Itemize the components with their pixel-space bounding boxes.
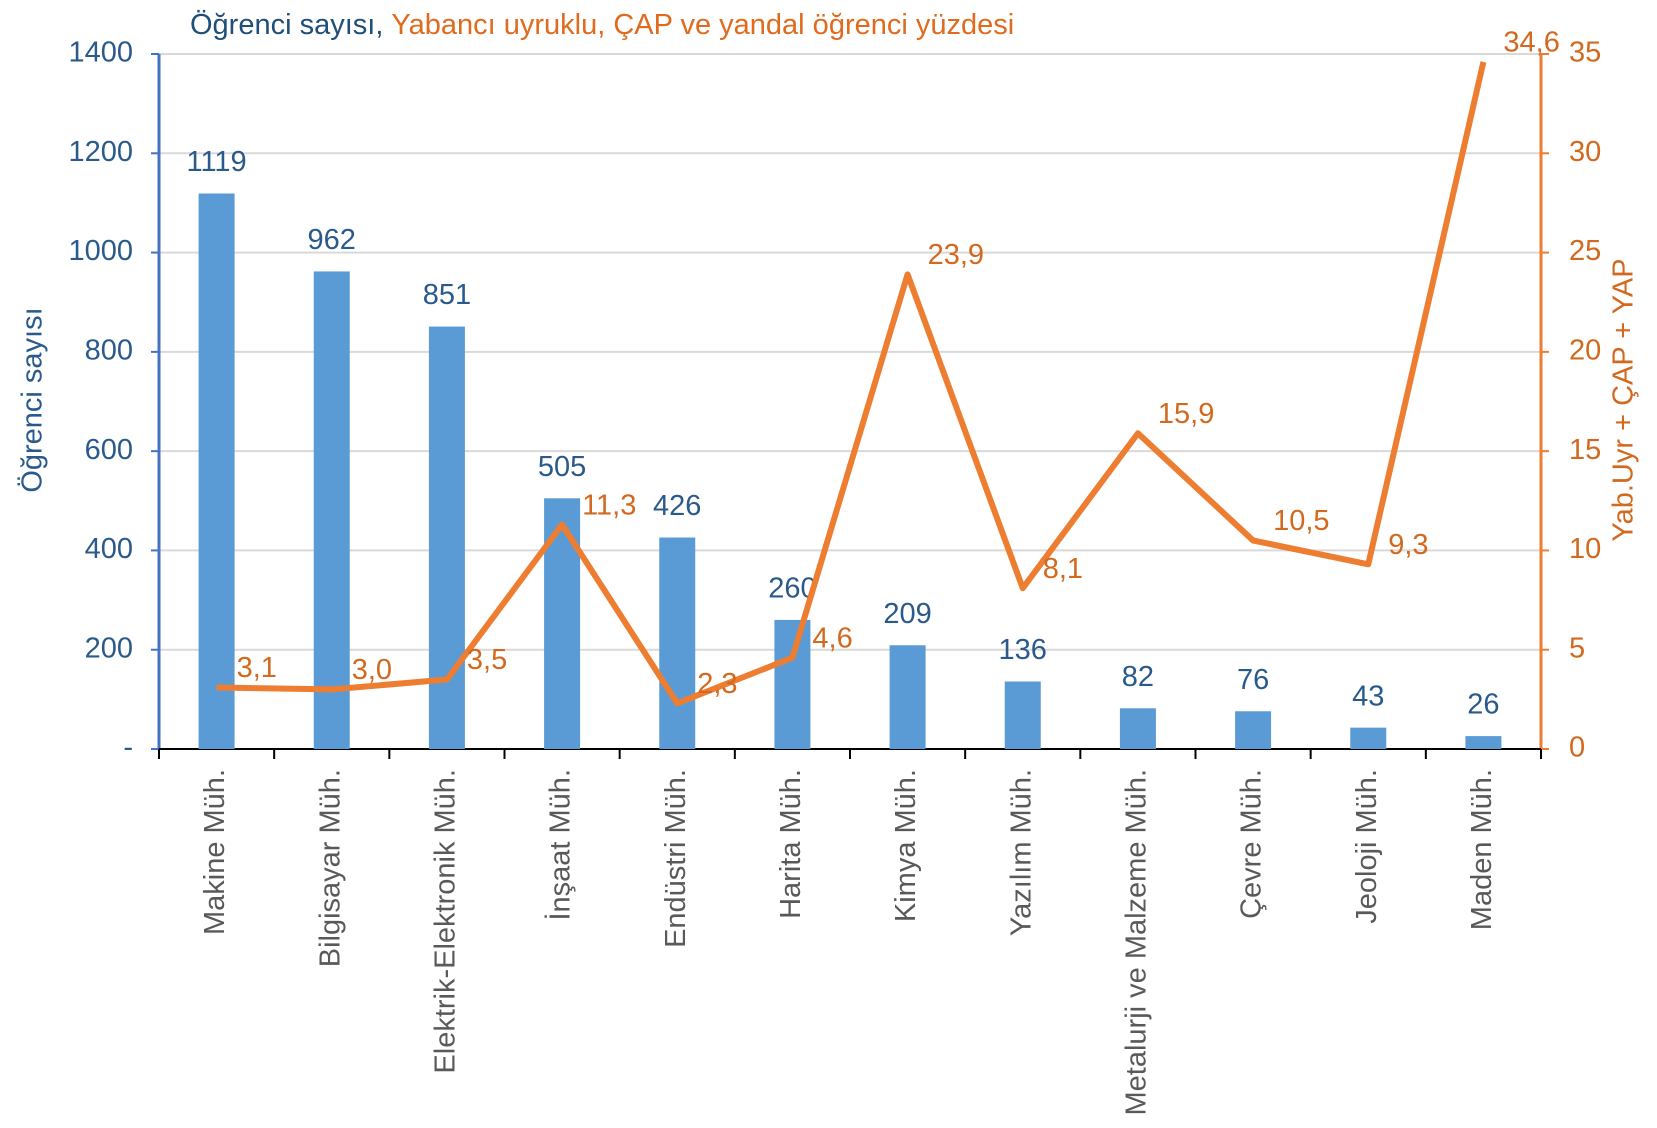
y-tick-label: 800: [85, 335, 133, 367]
y-tick-label: 400: [85, 533, 133, 565]
line-label: 3,0: [352, 654, 392, 686]
x-tick-label: Endüstri Müh.: [660, 769, 692, 948]
bar-label: 136: [999, 634, 1047, 666]
x-tick-label: Metalurji ve Malzeme Müh.: [1121, 769, 1153, 1116]
bar-label: 851: [423, 279, 471, 311]
y2-tick-label: 5: [1569, 632, 1585, 664]
bar-label: 82: [1122, 661, 1154, 693]
bar-label: 76: [1237, 664, 1269, 696]
line-label: 8,1: [1043, 553, 1083, 585]
x-tick-label: Elektrik-Elektronik Müh.: [430, 769, 462, 1074]
bar: [313, 271, 350, 749]
bar: [198, 193, 235, 749]
line-label: 3,1: [237, 652, 277, 684]
line-label: 15,9: [1158, 398, 1214, 430]
y2-tick-label: 20: [1569, 335, 1601, 367]
y-tick-label: 1000: [68, 235, 133, 267]
bar: [889, 645, 926, 749]
bar: [544, 498, 581, 749]
bar: [1465, 736, 1502, 749]
bar-label: 1119: [186, 146, 246, 178]
y-tick-label: 1200: [68, 136, 133, 168]
y2-tick-label: 25: [1569, 235, 1601, 267]
line-label: 9,3: [1388, 529, 1428, 561]
y2-tick-label: 10: [1569, 533, 1601, 565]
bar: [1119, 708, 1156, 749]
line-label: 11,3: [582, 489, 636, 521]
line-label: 2,3: [697, 668, 737, 700]
bar: [1004, 681, 1041, 749]
y2-tick-label: 0: [1569, 732, 1585, 764]
y-axis-label: Öğrenci sayısı: [17, 307, 49, 492]
x-tick-label: Maden Müh.: [1466, 769, 1498, 930]
y2-tick-label: 15: [1569, 434, 1601, 466]
bar: [774, 619, 811, 749]
chart-title: Öğrenci sayısı, Yabancı uyruklu, ÇAP ve y…: [190, 9, 1014, 41]
bar-label: 209: [883, 598, 931, 630]
y-tick-label: 200: [85, 632, 133, 664]
x-tick-label: Jeoloji Müh.: [1351, 769, 1383, 924]
x-tick-label: Makine Müh.: [199, 769, 231, 935]
x-tick-label: Yazılım Müh.: [1005, 769, 1037, 936]
bar: [1235, 711, 1272, 749]
bar: [428, 326, 465, 749]
y2-tick-label: 35: [1569, 37, 1601, 69]
line-label: 34,6: [1503, 27, 1559, 59]
x-tick-label: İnşaat Müh.: [544, 769, 577, 921]
line-label: 4,6: [812, 622, 852, 654]
y-tick-label: 1400: [68, 37, 133, 69]
title-part: Öğrenci sayısı,: [190, 9, 383, 41]
y2-axis-label: Yab.Uyr + ÇAP + YAP: [1608, 258, 1640, 541]
bar-label: 962: [308, 224, 356, 256]
bar-label: 43: [1352, 680, 1384, 712]
x-tick-label: Bilgisayar Müh.: [314, 769, 346, 967]
bar-label: 426: [653, 490, 701, 522]
title-part: Yabancı uyruklu, ÇAP ve yandal öğrenci y…: [391, 9, 1014, 41]
x-tick-label: Harita Müh.: [775, 769, 807, 919]
line: [216, 61, 1487, 707]
bar-label: 26: [1467, 689, 1499, 721]
line-label: 10,5: [1273, 505, 1329, 537]
line-label: 23,9: [928, 239, 984, 271]
line-label: 3,5: [467, 644, 507, 676]
x-tick-label: Kimya Müh.: [890, 769, 922, 922]
bar: [1350, 727, 1387, 749]
bar-label: 505: [538, 451, 586, 483]
y2-tick-label: 30: [1569, 136, 1601, 168]
y-tick-label: -: [123, 732, 133, 764]
bar: [659, 537, 696, 749]
y-tick-label: 600: [85, 434, 133, 466]
x-tick-label: Çevre Müh.: [1236, 769, 1268, 919]
